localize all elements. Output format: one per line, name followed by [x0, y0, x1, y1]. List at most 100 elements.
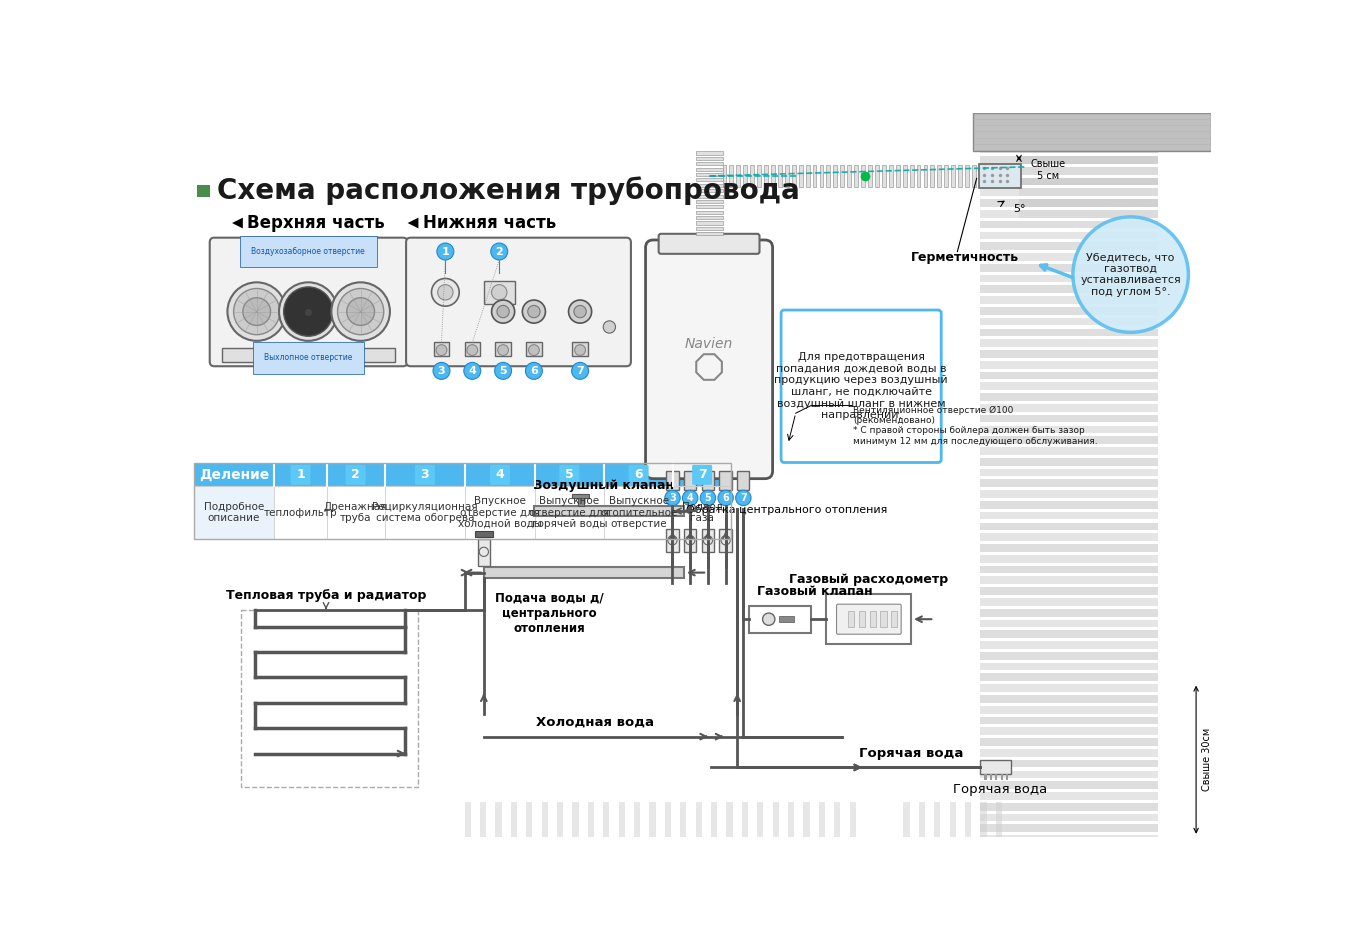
Text: Свыше 30см: Свыше 30см: [1202, 728, 1213, 791]
Text: 4: 4: [468, 366, 476, 375]
Bar: [778, 166, 782, 187]
Bar: [881, 611, 886, 627]
Polygon shape: [232, 217, 243, 229]
Bar: [384, 486, 465, 539]
Circle shape: [332, 282, 390, 341]
Bar: [973, 166, 975, 187]
Bar: [981, 425, 1157, 433]
Bar: [981, 619, 1157, 628]
Text: 6: 6: [530, 366, 538, 375]
Bar: [696, 157, 723, 160]
Circle shape: [762, 613, 774, 626]
Bar: [719, 529, 731, 551]
Bar: [981, 717, 1157, 725]
Bar: [511, 802, 517, 837]
Circle shape: [467, 344, 478, 356]
Bar: [849, 611, 854, 627]
Bar: [867, 166, 871, 187]
Bar: [981, 263, 1157, 272]
Bar: [820, 166, 823, 187]
Bar: [750, 606, 811, 632]
Text: Выхлопное отверстие: Выхлопное отверстие: [264, 353, 352, 362]
Bar: [1018, 167, 1157, 174]
Bar: [850, 802, 855, 837]
Bar: [274, 463, 326, 486]
Bar: [799, 166, 803, 187]
Circle shape: [337, 289, 383, 335]
Bar: [981, 307, 1157, 314]
Bar: [484, 280, 515, 304]
Circle shape: [432, 279, 459, 306]
Bar: [193, 486, 274, 539]
Circle shape: [572, 362, 588, 379]
Bar: [981, 490, 1157, 498]
Bar: [904, 802, 909, 837]
FancyBboxPatch shape: [629, 465, 649, 485]
Bar: [464, 343, 480, 357]
Bar: [478, 539, 490, 566]
Bar: [981, 318, 1157, 326]
Circle shape: [491, 300, 515, 323]
Bar: [981, 113, 1157, 120]
Bar: [981, 771, 1157, 778]
Bar: [649, 802, 656, 837]
Bar: [778, 616, 795, 622]
Bar: [1018, 135, 1157, 142]
Bar: [696, 205, 723, 208]
FancyBboxPatch shape: [781, 310, 942, 462]
Bar: [861, 166, 865, 187]
Bar: [909, 166, 913, 187]
Circle shape: [498, 344, 509, 356]
Text: 5: 5: [704, 493, 711, 502]
Bar: [701, 529, 714, 551]
Bar: [434, 343, 449, 357]
Bar: [193, 463, 731, 539]
Text: Выпускное
отопительное
отверстие: Выпускное отопительное отверстие: [600, 496, 677, 529]
Bar: [193, 463, 274, 486]
Circle shape: [495, 362, 511, 379]
Text: 6: 6: [722, 493, 728, 502]
Bar: [743, 166, 747, 187]
Text: Верхняя часть: Верхняя часть: [247, 214, 386, 232]
Bar: [696, 227, 723, 230]
Bar: [696, 221, 723, 225]
Text: 2: 2: [495, 247, 503, 257]
Bar: [726, 802, 733, 837]
Bar: [696, 183, 723, 187]
Bar: [696, 232, 723, 235]
Text: 2: 2: [351, 469, 360, 481]
Bar: [526, 802, 533, 837]
Bar: [665, 802, 670, 837]
Text: Газовый расходометр: Газовый расходометр: [789, 573, 948, 586]
Bar: [480, 802, 486, 837]
Circle shape: [575, 344, 585, 356]
Bar: [534, 505, 684, 517]
Text: Свыше
5 см: Свыше 5 см: [1031, 159, 1066, 181]
Bar: [274, 486, 326, 539]
Bar: [981, 781, 1157, 789]
Bar: [935, 802, 940, 837]
Circle shape: [433, 362, 451, 379]
Bar: [981, 695, 1157, 703]
Circle shape: [527, 306, 540, 318]
Bar: [772, 166, 774, 187]
Bar: [854, 166, 858, 187]
Text: Холодная вода: Холодная вода: [537, 716, 654, 729]
Bar: [981, 328, 1157, 336]
Bar: [981, 242, 1157, 250]
FancyBboxPatch shape: [658, 233, 759, 254]
Text: 4: 4: [687, 493, 693, 502]
Bar: [737, 166, 741, 187]
Text: Подвод
газа: Подвод газа: [681, 502, 723, 523]
Bar: [981, 350, 1157, 358]
Circle shape: [464, 362, 480, 379]
Bar: [1018, 113, 1157, 120]
Circle shape: [665, 490, 680, 505]
Bar: [696, 167, 723, 170]
Text: Вентиляционное отверстие Ø100
(рекомендовано)
* С правой стороны бойлера должен : Вентиляционное отверстие Ø100 (рекомендо…: [854, 406, 1098, 446]
Bar: [604, 463, 673, 486]
Circle shape: [233, 289, 279, 335]
Bar: [1018, 156, 1157, 164]
Bar: [1018, 178, 1157, 185]
Bar: [223, 348, 395, 361]
